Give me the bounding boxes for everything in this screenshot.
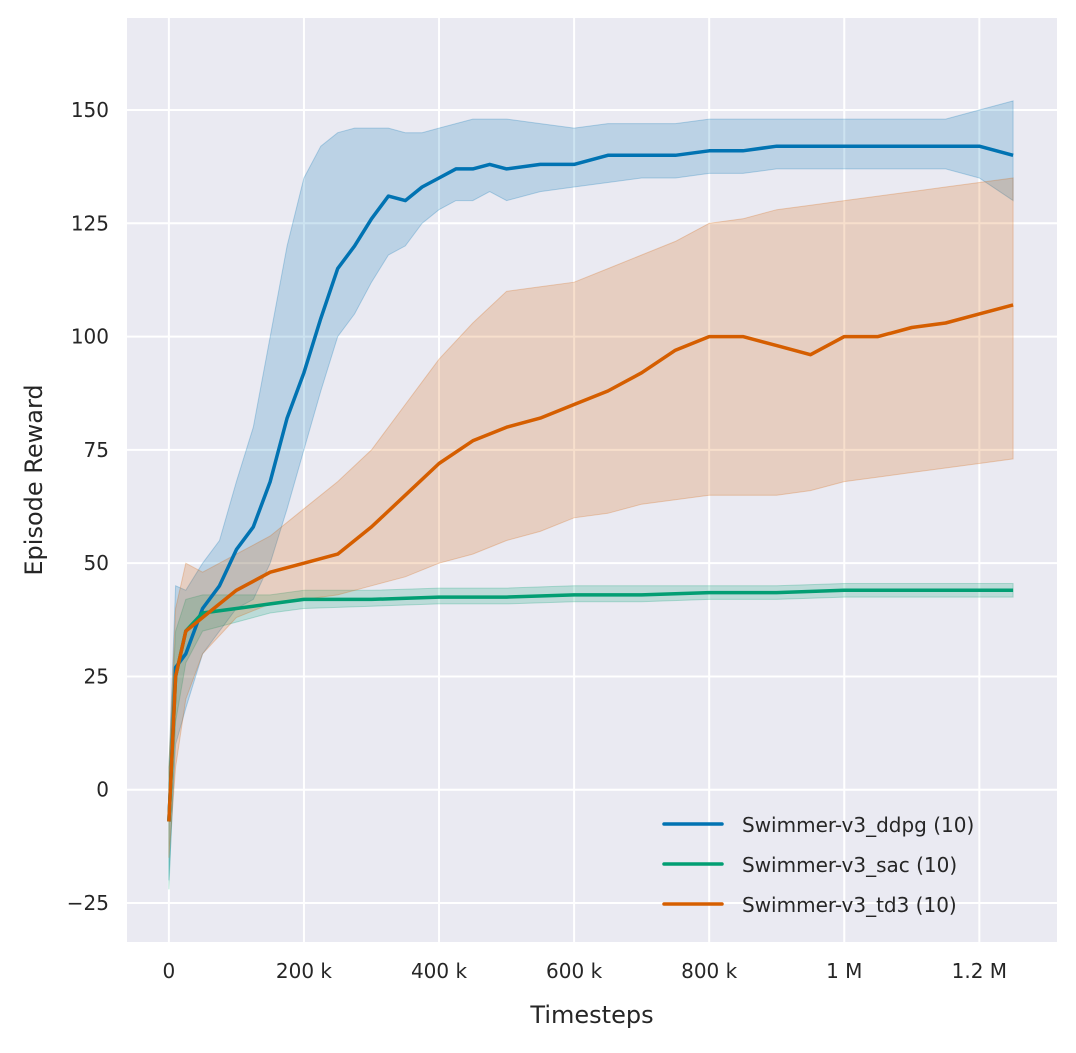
x-tick-label: 1 M: [826, 959, 862, 983]
x-tick-label: 1.2 M: [952, 959, 1007, 983]
confidence-band-2: [168, 177, 1014, 858]
y-tick-label: 100: [71, 325, 109, 349]
x-tick-label: 600 k: [546, 959, 603, 983]
series-lines: [167, 144, 1014, 822]
y-axis-label: Episode Reward: [20, 384, 48, 575]
x-tick-label: 800 k: [681, 959, 738, 983]
confidence-band-1: [168, 583, 1014, 890]
y-tick-label: 75: [84, 438, 109, 462]
y-axis-ticks: −25 0 25 50 75 100 125 150: [67, 98, 109, 915]
series-line-1: [167, 588, 1014, 822]
legend-label: Swimmer-v3_ddpg (10): [742, 813, 974, 837]
x-tick-label: 0: [163, 959, 176, 983]
x-axis-ticks: 0 200 k 400 k 600 k 800 k 1 M 1.2 M: [163, 959, 1008, 983]
confidence-bands: [168, 100, 1014, 890]
y-tick-label: 150: [71, 98, 109, 122]
confidence-band-0: [168, 100, 1014, 881]
y-tick-label: 50: [84, 551, 109, 575]
y-tick-label: −25: [67, 891, 109, 915]
legend-label: Swimmer-v3_sac (10): [742, 853, 957, 877]
y-tick-label: 125: [71, 211, 109, 235]
y-tick-label: 25: [84, 664, 109, 688]
x-axis-label: Timesteps: [529, 1001, 653, 1029]
series-line-0: [167, 144, 1014, 822]
plot-background: [127, 18, 1057, 942]
legend: Swimmer-v3_ddpg (10) Swimmer-v3_sac (10) S…: [662, 813, 974, 917]
series-line-2: [167, 303, 1014, 822]
x-tick-label: 400 k: [411, 959, 468, 983]
x-tick-label: 200 k: [276, 959, 333, 983]
grid: [127, 18, 1057, 942]
legend-label: Swimmer-v3_td3 (10): [742, 893, 957, 917]
y-tick-label: 0: [96, 778, 109, 802]
